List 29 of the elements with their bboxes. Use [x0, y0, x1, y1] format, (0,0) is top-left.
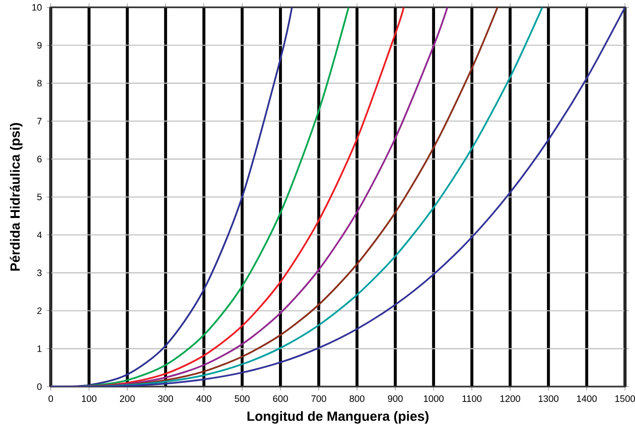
- y-tick-label: 4: [37, 232, 42, 238]
- x-tick-label: 1100: [462, 396, 482, 402]
- x-tick-label: 700: [311, 396, 326, 402]
- x-tick-label: 1200: [500, 396, 520, 402]
- x-tick-label: 300: [158, 396, 174, 402]
- x-tick-label: 1400: [577, 396, 597, 402]
- x-tick-label: 1000: [424, 396, 444, 402]
- x-axis-title: Longitud de Manguera (pies): [248, 411, 428, 424]
- x-tick-label: 900: [388, 396, 403, 402]
- y-tick-label: 0: [37, 383, 42, 390]
- y-tick-label: 1: [38, 346, 42, 352]
- x-tick-label: 1300: [538, 396, 558, 402]
- y-tick-label: 3: [37, 270, 42, 276]
- x-tick-label: 800: [350, 396, 364, 402]
- y-tick-label: 8: [37, 80, 42, 87]
- y-tick-label: 10: [32, 4, 42, 11]
- x-tick-label: 100: [82, 396, 96, 402]
- x-tick-label: 600: [273, 396, 288, 402]
- x-tick-label: 1500: [615, 396, 635, 402]
- x-tick-label: 0: [48, 396, 53, 402]
- x-tick-label: 400: [196, 396, 212, 402]
- y-tick-label: 7: [37, 118, 42, 124]
- x-tick-label: 200: [120, 396, 135, 402]
- y-tick-label: 6: [37, 156, 42, 163]
- y-axis-title: Pérdida Hidráulica (psi): [10, 123, 22, 271]
- y-tick-label: 5: [37, 194, 42, 200]
- y-tick-label: 9: [37, 42, 42, 49]
- y-tick-label: 2: [37, 308, 42, 314]
- x-tick-label: 500: [234, 396, 250, 402]
